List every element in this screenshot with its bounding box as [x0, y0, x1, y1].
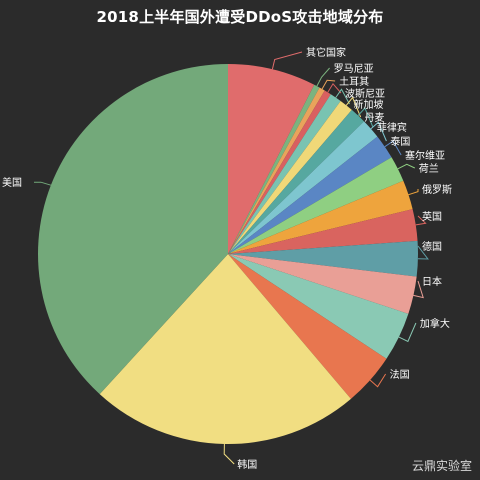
slice-label-16: 韩国 [237, 458, 257, 471]
slice-labels: 其它国家罗马尼亚土耳其波斯尼亚新加坡丹麦菲律宾泰国塞尔维亚荷兰俄罗斯英国德国日本… [2, 46, 452, 471]
slice-label-15: 法国 [390, 368, 410, 381]
leader-line-7 [370, 121, 387, 142]
pie-slice-11 [228, 209, 418, 254]
leader-line-13 [413, 280, 424, 299]
pie-slice-0 [228, 64, 315, 254]
leader-line-16 [223, 443, 235, 465]
pie-slices [38, 64, 419, 444]
leader-line-9 [397, 163, 416, 170]
slice-label-10: 俄罗斯 [422, 183, 452, 196]
leader-line-1 [316, 67, 330, 87]
leader-line-4 [335, 88, 350, 105]
leader-line-14 [398, 322, 417, 343]
pie-slice-2 [228, 87, 325, 254]
leader-line-17 [34, 181, 52, 186]
pie-slice-3 [228, 90, 331, 255]
leader-line-10 [408, 189, 419, 196]
watermark: 云鼎实验室 [411, 459, 472, 473]
leader-line-11 [415, 215, 427, 226]
pie-slice-7 [228, 121, 378, 254]
slice-label-0: 其它国家 [306, 46, 346, 59]
pie-slice-17 [38, 64, 228, 395]
slice-label-3: 波斯尼亚 [345, 87, 385, 100]
leader-line-8 [384, 140, 402, 156]
pie-slice-15 [228, 254, 387, 399]
slice-label-14: 加拿大 [420, 317, 450, 330]
slice-label-7: 泰国 [390, 135, 410, 148]
pie-slice-10 [228, 180, 413, 254]
leader-line-6 [357, 107, 374, 128]
leader-line-12 [417, 245, 429, 260]
pie-slice-1 [228, 84, 320, 255]
slice-label-12: 德国 [422, 240, 442, 253]
slice-label-5: 丹麦 [365, 112, 385, 124]
pie-slice-13 [228, 254, 417, 314]
pie-slice-12 [228, 240, 419, 277]
chart-title: 2018上半年国外遭受DDoS攻击地域分布 [96, 8, 384, 26]
pie-slice-9 [228, 157, 404, 254]
pie-slice-16 [99, 254, 351, 444]
slice-label-2: 土耳其 [339, 75, 369, 88]
slice-label-9: 荷兰 [419, 162, 439, 175]
leader-line-2 [321, 79, 336, 90]
slice-label-1: 罗马尼亚 [334, 63, 374, 75]
pie-slice-4 [228, 94, 341, 254]
leader-lines [34, 51, 429, 465]
slice-label-6: 菲律宾 [377, 121, 407, 134]
slice-label-8: 塞尔维亚 [405, 149, 445, 162]
leader-line-0 [271, 51, 303, 70]
leader-line-5 [345, 96, 362, 118]
pie-slice-6 [228, 109, 365, 254]
leader-line-15 [369, 373, 387, 388]
pie-slice-5 [228, 100, 352, 255]
slice-label-4: 新加坡 [353, 98, 383, 111]
slice-label-17: 美国 [2, 176, 22, 189]
slice-label-13: 日本 [422, 275, 442, 288]
leader-line-3 [327, 82, 342, 94]
pie-slice-8 [228, 136, 392, 254]
pie-slice-14 [228, 254, 409, 359]
slice-label-11: 英国 [422, 210, 442, 223]
